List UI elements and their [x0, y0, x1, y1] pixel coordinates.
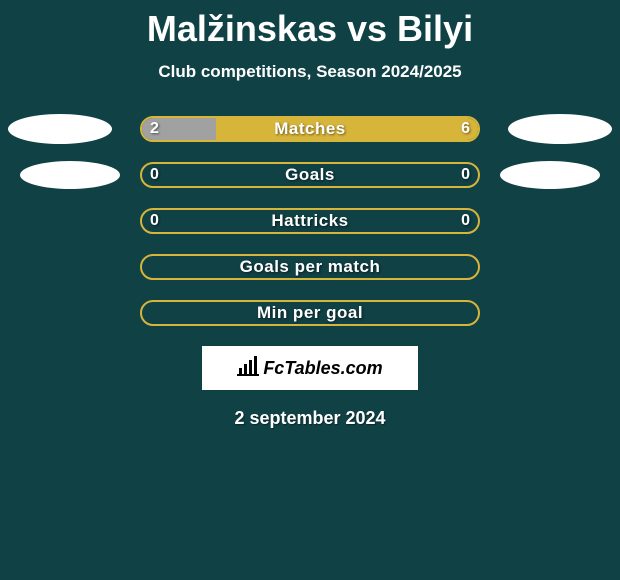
stat-label: Min per goal: [142, 302, 478, 324]
stat-label: Hattricks: [142, 210, 478, 232]
stat-bar: Min per goal: [140, 300, 480, 326]
stat-row: Min per goal: [0, 300, 620, 326]
logo-text: FcTables.com: [263, 358, 382, 379]
stats-card: Malžinskas vs Bilyi Club competitions, S…: [0, 0, 620, 429]
stat-rows: 26Matches 00Goals 00Hattricks Goals per mat…: [0, 116, 620, 326]
player-badge-left: [20, 161, 120, 189]
stat-label: Goals per match: [142, 256, 478, 278]
source-logo[interactable]: FcTables.com: [202, 346, 418, 390]
bar-chart-icon: [237, 356, 259, 381]
stat-bar: 00Goals: [140, 162, 480, 188]
stat-bar: 00Hattricks: [140, 208, 480, 234]
player-badge-left: [8, 114, 112, 144]
stat-label: Goals: [142, 164, 478, 186]
stat-row: 26Matches: [0, 116, 620, 142]
stat-row: Goals per match: [0, 254, 620, 280]
stat-row: 00Goals: [0, 162, 620, 188]
stat-bar: Goals per match: [140, 254, 480, 280]
player-badge-right: [500, 161, 600, 189]
stat-bar: 26Matches: [140, 116, 480, 142]
stat-label: Matches: [142, 118, 478, 140]
page-title: Malžinskas vs Bilyi: [0, 8, 620, 50]
page-subtitle: Club competitions, Season 2024/2025: [0, 62, 620, 82]
stat-row: 00Hattricks: [0, 208, 620, 234]
footer-date: 2 september 2024: [0, 408, 620, 429]
player-badge-right: [508, 114, 612, 144]
